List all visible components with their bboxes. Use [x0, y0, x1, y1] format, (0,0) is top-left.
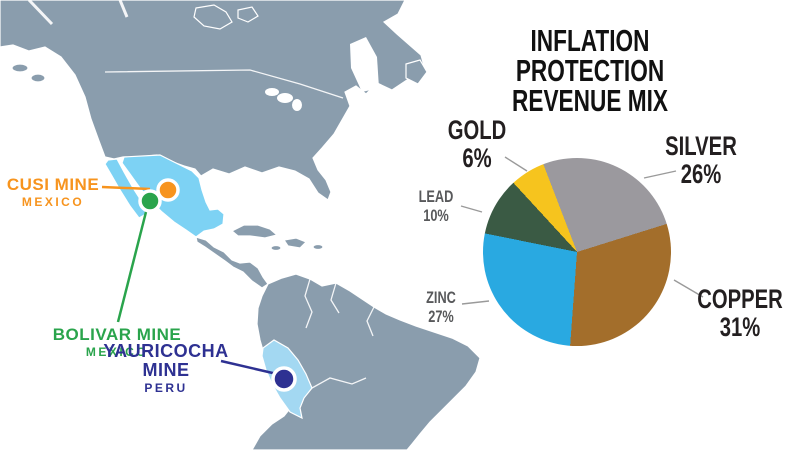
slice-percent: 26% [680, 159, 722, 189]
slice-name: GOLD [447, 115, 507, 145]
newfoundland-island [405, 59, 428, 85]
yauricocha-mine-label: YAURICOCHA MINE PERU [91, 341, 241, 396]
great-lakes [265, 88, 279, 96]
slice-percent: 10% [423, 206, 449, 225]
bolivar-mine-dot [138, 189, 162, 213]
slice-percent: 27% [428, 307, 454, 326]
cusi-mine-dot [156, 178, 180, 202]
jamaica-island [270, 244, 282, 252]
yauricocha-mine-dot [271, 366, 297, 392]
south-america-borders [330, 282, 340, 314]
coast-channel [27, 0, 54, 26]
slice-label-zinc: ZINC 27% [411, 289, 471, 325]
mine-country: MEXICO [85, 345, 149, 359]
coast-channel [118, 0, 129, 18]
great-lakes [292, 99, 302, 111]
gold-leader-line [504, 156, 528, 172]
copper-leader-line [673, 279, 704, 298]
slice-name: COPPER [697, 284, 783, 314]
cuba-island [230, 224, 279, 239]
zinc-leader-line [461, 300, 490, 305]
hudson-bay [350, 37, 379, 92]
chart-title-line1: INFLATION PROTECTION [515, 23, 665, 88]
mine-country: PERU [144, 381, 188, 395]
mine-name: YAURICOCHA MINE [103, 341, 229, 380]
slice-label-copper: COPPER 31% [695, 284, 785, 342]
slice-label-silver: SILVER 26% [656, 131, 746, 189]
cusi-mine-label: CUSI MINE MEXICO [6, 175, 100, 210]
bolivar-mine-label: BOLIVAR MINE MEXICO [42, 325, 192, 360]
slice-label-lead: LEAD 10% [406, 188, 466, 224]
great-lakes [277, 93, 293, 103]
slice-label-gold: GOLD 6% [432, 115, 522, 173]
mine-name: BOLIVAR MINE [52, 325, 182, 344]
slice-name: SILVER [665, 131, 737, 161]
slice-percent: 31% [719, 312, 761, 342]
south-america-borders [311, 377, 367, 389]
mine-name: CUSI MINE [6, 175, 100, 194]
silver-leader-line [643, 170, 677, 179]
mine-country: MEXICO [21, 195, 85, 209]
slice-name: ZINC [426, 288, 456, 307]
arctic-islands [237, 6, 259, 23]
lead-leader-line [460, 205, 483, 213]
cusi-mine-leader-line [101, 185, 151, 191]
alaska-islands [11, 63, 29, 73]
slice-name: LEAD [418, 187, 454, 206]
yauricocha-mine-leader-line [220, 359, 278, 376]
south-america-borders [366, 306, 375, 337]
alaska-islands [30, 73, 46, 83]
chart-title: INFLATION PROTECTION REVENUE MIX [481, 23, 700, 118]
chart-title-line2: REVENUE MIX [512, 83, 668, 118]
slice-percent: 6% [462, 143, 492, 173]
arctic-islands [193, 4, 233, 30]
revenue-mix-pie-chart [483, 158, 671, 346]
us-canada-border [104, 69, 344, 99]
puerto-rico-island [312, 243, 324, 251]
hispaniola-island [282, 237, 308, 249]
north-america-landmass [0, 0, 425, 201]
bolivar-mine-leader-line [116, 207, 149, 323]
south-america-borders [304, 278, 313, 329]
